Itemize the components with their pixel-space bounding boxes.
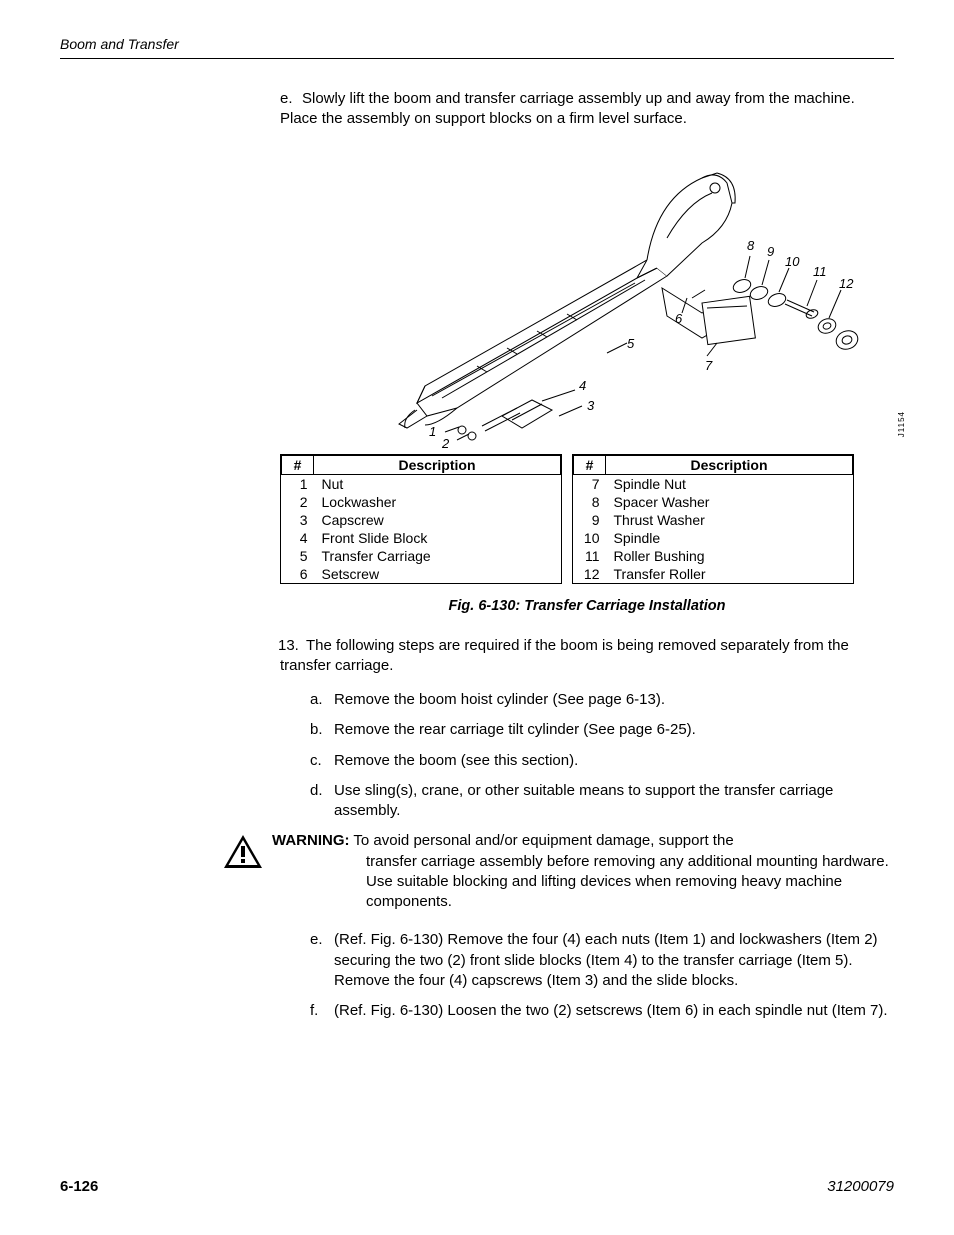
table-row: 8Spacer Washer (574, 493, 853, 511)
table-row: 1Nut (282, 474, 561, 493)
svg-text:9: 9 (767, 244, 774, 259)
step-13: 13.The following steps are required if t… (280, 636, 894, 677)
table-row: 4Front Slide Block (282, 529, 561, 547)
table-row: 11Roller Bushing (574, 547, 853, 565)
figure-6-130: 1 2 3 4 5 6 7 8 9 10 11 12 J1154 (280, 148, 894, 448)
svg-text:8: 8 (747, 238, 755, 253)
table-row: 12Transfer Roller (574, 565, 853, 583)
table-row: 5Transfer Carriage (282, 547, 561, 565)
col-num-header: # (282, 455, 314, 474)
svg-text:2: 2 (441, 436, 450, 448)
col-desc-header: Description (606, 455, 853, 474)
transfer-carriage-diagram: 1 2 3 4 5 6 7 8 9 10 11 12 (307, 148, 867, 448)
warning-body-continued: transfer carriage assembly before removi… (366, 852, 894, 913)
parts-table-right: # Description 7Spindle Nut 8Spacer Washe… (573, 455, 853, 583)
step-e-letter: e. (280, 89, 302, 109)
svg-text:12: 12 (839, 276, 854, 291)
parts-tables: # Description 1Nut 2Lockwasher 3Capscrew… (280, 454, 894, 584)
step-13-number: 13. (278, 636, 306, 656)
svg-text:11: 11 (813, 264, 827, 279)
svg-text:10: 10 (785, 254, 800, 269)
svg-text:5: 5 (627, 336, 635, 351)
warning-body: To avoid personal and/or equipment damag… (353, 832, 733, 849)
svg-text:7: 7 (705, 358, 713, 373)
figure-code: J1154 (897, 411, 906, 437)
warning-icon (222, 831, 272, 912)
page-number: 6-126 (60, 1178, 98, 1195)
svg-text:4: 4 (579, 378, 586, 393)
table-row: 2Lockwasher (282, 493, 561, 511)
parts-table-left: # Description 1Nut 2Lockwasher 3Capscrew… (281, 455, 561, 583)
substep-e: e.(Ref. Fig. 6-130) Remove the four (4) … (310, 930, 894, 991)
table-row: 7Spindle Nut (574, 474, 853, 493)
page-footer: 6-126 31200079 (60, 1178, 894, 1195)
substep-d: d.Use sling(s), crane, or other suitable… (310, 781, 894, 822)
step-e-text: Slowly lift the boom and transfer carria… (280, 90, 855, 127)
substep-a: a.Remove the boom hoist cylinder (See pa… (310, 690, 894, 710)
table-row: 10Spindle (574, 529, 853, 547)
warning-block: WARNING: To avoid personal and/or equipm… (222, 831, 894, 912)
svg-text:3: 3 (587, 398, 595, 413)
svg-text:6: 6 (675, 311, 683, 326)
document-number: 31200079 (827, 1178, 894, 1195)
substep-b: b.Remove the rear carriage tilt cylinder… (310, 720, 894, 740)
substep-c: c.Remove the boom (see this section). (310, 751, 894, 771)
table-row: 9Thrust Washer (574, 511, 853, 529)
step-e: e.Slowly lift the boom and transfer carr… (280, 89, 894, 130)
table-row: 6Setscrew (282, 565, 561, 583)
table-row: 3Capscrew (282, 511, 561, 529)
step-13-text: The following steps are required if the … (280, 637, 849, 674)
figure-caption: Fig. 6-130: Transfer Carriage Installati… (280, 598, 894, 614)
substep-f: f.(Ref. Fig. 6-130) Loosen the two (2) s… (310, 1001, 894, 1021)
section-header: Boom and Transfer (60, 36, 179, 52)
warning-label: WARNING: (272, 832, 350, 849)
col-desc-header: Description (314, 455, 561, 474)
col-num-header: # (574, 455, 606, 474)
svg-text:1: 1 (429, 424, 436, 439)
